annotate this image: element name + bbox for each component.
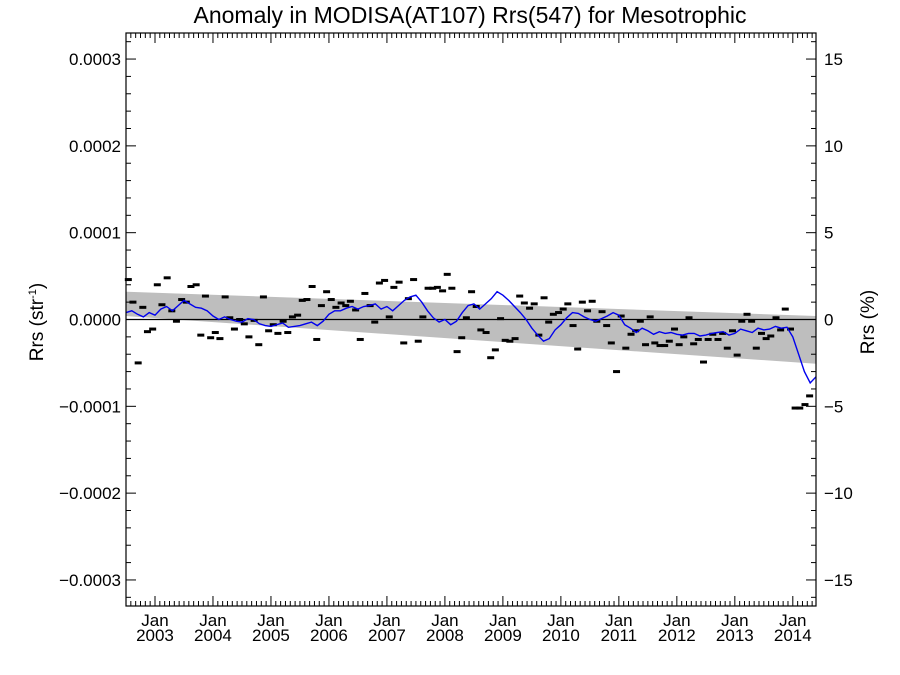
y-left-tick-label: 0.0003 — [69, 50, 121, 69]
x-tick-month-label: Jan — [605, 611, 632, 630]
x-tick-year-label: 2008 — [426, 626, 464, 645]
y-left-tick-label: 0.0000 — [69, 311, 121, 330]
x-tick-month-label: Jan — [431, 611, 458, 630]
x-tick-year-label: 2014 — [774, 626, 812, 645]
y-right-tick-label: 0 — [824, 311, 833, 330]
x-tick-year-label: 2006 — [310, 626, 348, 645]
x-tick-year-label: 2007 — [368, 626, 406, 645]
smoothed-series-group — [125, 290, 817, 385]
y-left-tick-label: 0.0002 — [69, 137, 121, 156]
uncertainty-band-group — [126, 291, 816, 364]
x-tick-year-label: 2013 — [716, 626, 754, 645]
y-right-tick-label: −15 — [824, 571, 853, 590]
x-tick-year-label: 2005 — [252, 626, 290, 645]
monthly-points-group — [124, 272, 814, 410]
y-left-tick-label: −0.0001 — [59, 397, 121, 416]
x-tick-month-label: Jan — [315, 611, 342, 630]
x-tick-month-label: Jan — [721, 611, 748, 630]
uncertainty-band — [126, 291, 816, 364]
x-tick-month-label: Jan — [199, 611, 226, 630]
x-tick-year-label: 2003 — [136, 626, 174, 645]
x-tick-month-label: Jan — [141, 611, 168, 630]
y-left-tick-label: −0.0002 — [59, 484, 121, 503]
x-tick-month-label: Jan — [373, 611, 400, 630]
y-right-tick-label: 10 — [824, 137, 843, 156]
y-right-tick-label: −10 — [824, 484, 853, 503]
x-tick-year-label: 2010 — [542, 626, 580, 645]
y-right-tick-label: 15 — [824, 50, 843, 69]
chart-title: Anomaly in MODISA(AT107) Rrs(547) for Me… — [193, 2, 747, 28]
x-tick-year-label: 2004 — [194, 626, 232, 645]
smoothed-series-line — [125, 290, 817, 385]
x-tick-month-label: Jan — [663, 611, 690, 630]
y-left-tick-label: 0.0001 — [69, 224, 121, 243]
x-tick-month-label: Jan — [257, 611, 284, 630]
x-tick-month-label: Jan — [547, 611, 574, 630]
x-tick-month-label: Jan — [489, 611, 516, 630]
x-tick-year-label: 2012 — [658, 626, 696, 645]
x-tick-year-label: 2009 — [484, 626, 522, 645]
y-left-tick-label: −0.0003 — [59, 571, 121, 590]
y-right-tick-label: −5 — [824, 397, 843, 416]
ticks-group: 0.0003 0.0002 0.0001 0.0000 −0.0001 −0.0002 −0… — [59, 33, 853, 645]
x-tick-year-label: 2011 — [601, 626, 638, 645]
x-tick-month-label: Jan — [779, 611, 806, 630]
y-right-tick-label: 5 — [824, 224, 833, 243]
